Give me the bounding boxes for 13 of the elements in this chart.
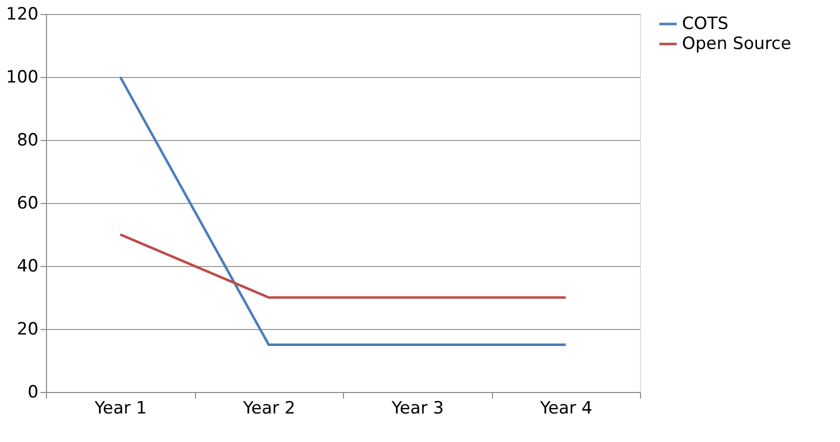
legend-label: COTS bbox=[682, 14, 728, 34]
y-tick-label: 40 bbox=[16, 256, 38, 276]
x-tick-label: Year 3 bbox=[390, 398, 444, 418]
legend-label: Open Source bbox=[682, 34, 792, 54]
x-tick-label: Year 1 bbox=[94, 398, 147, 418]
y-tick-label: 20 bbox=[16, 320, 38, 340]
y-tick-label: 80 bbox=[16, 130, 38, 150]
y-tick-label: 60 bbox=[16, 194, 38, 214]
y-tick-label: 0 bbox=[28, 382, 38, 402]
x-tick-label: Year 4 bbox=[539, 398, 592, 418]
y-tick-label: 100 bbox=[6, 68, 38, 88]
x-tick-label: Year 2 bbox=[242, 398, 296, 418]
y-tick-label: 120 bbox=[6, 4, 38, 24]
